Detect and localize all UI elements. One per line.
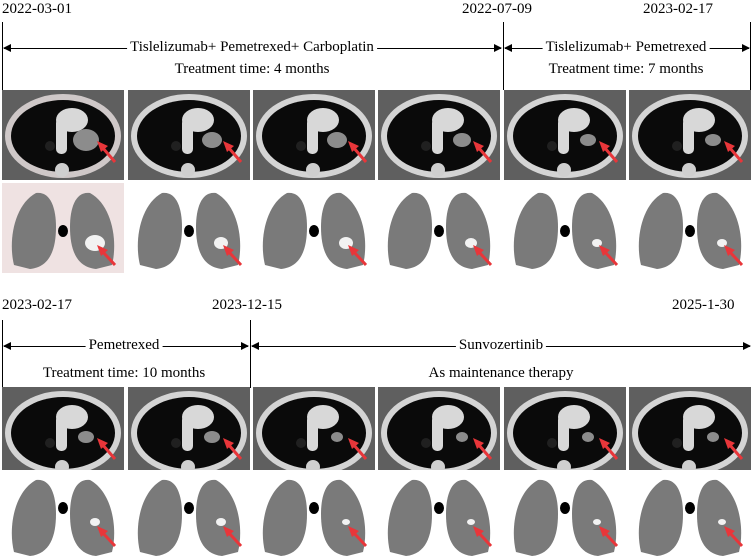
ct-lung-window-scan [253, 183, 375, 273]
ct-mediastinal-scan [128, 90, 250, 180]
arrow-right-icon [241, 342, 249, 350]
arrow-right-icon [743, 342, 751, 350]
arrow-left-icon [251, 342, 259, 350]
date-label-start: 2023-02-17 [2, 297, 72, 313]
timeline-tick [2, 320, 3, 388]
ct-mediastinal-scan [128, 387, 250, 477]
ct-mediastinal-scan [629, 90, 751, 180]
ct-mediastinal-scan [2, 90, 124, 180]
ct-lung-window-scan [504, 470, 626, 560]
ct-lung-window-scan [629, 183, 751, 273]
ct-lung-window-scan [128, 183, 250, 273]
ct-lung-window-scan [629, 470, 751, 560]
timeline-tick [2, 22, 3, 90]
arrow-right-icon [494, 44, 502, 52]
arrow-left-icon [3, 342, 11, 350]
ct-lung-window-scan [504, 183, 626, 273]
treatment-duration: Treatment time: 4 months [174, 61, 330, 77]
timeline-tick [250, 320, 251, 388]
ct-lung-window-scan [378, 183, 500, 273]
ct-mediastinal-scan [2, 387, 124, 477]
ct-mediastinal-scan [253, 90, 375, 180]
date-label-mid: 2022-07-09 [462, 1, 532, 17]
ct-lung-window-scan [253, 470, 375, 560]
treatment-name: Tislelizumab+ Pemetrexed+ Carboplatin [127, 40, 377, 55]
date-label-end: 2023-02-17 [643, 1, 713, 17]
ct-lung-window-scan [128, 470, 250, 560]
arrow-right-icon [742, 44, 750, 52]
ct-mediastinal-scan [378, 90, 500, 180]
ct-mediastinal-scan [378, 387, 500, 477]
date-label-end: 2025-1-30 [672, 297, 735, 313]
date-label-start: 2022-03-01 [2, 1, 72, 17]
treatment-duration: Treatment time: 10 months [42, 365, 206, 381]
treatment-name: Tislelizumab+ Pemetrexed [542, 40, 710, 55]
treatment-duration: Treatment time: 7 months [548, 61, 704, 77]
treatment-duration: As maintenance therapy [428, 365, 574, 381]
arrow-left-icon [504, 44, 512, 52]
arrow-left-icon [3, 44, 11, 52]
ct-lung-window-scan [378, 470, 500, 560]
ct-lung-window-scan [2, 470, 124, 560]
ct-mediastinal-scan [504, 90, 626, 180]
ct-lung-window-scan [2, 183, 124, 273]
timeline-tick [503, 22, 504, 90]
ct-mediastinal-scan [629, 387, 751, 477]
treatment-name: Pemetrexed [85, 338, 163, 353]
ct-mediastinal-scan [253, 387, 375, 477]
treatment-name: Sunvozertinib [455, 338, 547, 353]
ct-mediastinal-scan [504, 387, 626, 477]
timeline-tick [750, 22, 751, 90]
date-label-mid: 2023-12-15 [212, 297, 282, 313]
